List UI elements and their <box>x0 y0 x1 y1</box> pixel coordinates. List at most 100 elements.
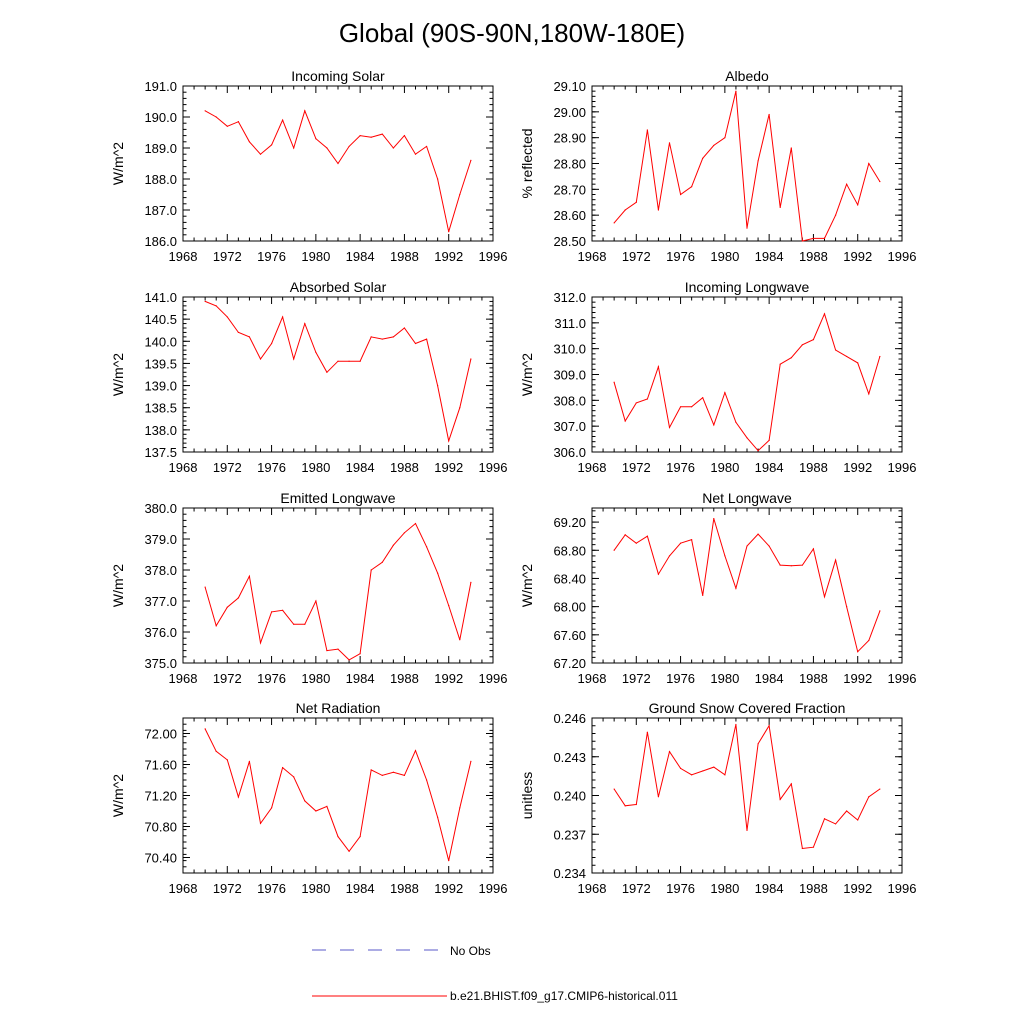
y-tick-label: 377.0 <box>144 594 177 609</box>
data-point <box>879 180 881 183</box>
x-tick-label: 1980 <box>710 881 739 896</box>
y-tick-label: 70.40 <box>144 851 177 866</box>
data-point <box>724 774 726 776</box>
data-point <box>823 313 826 315</box>
data-point <box>879 355 881 358</box>
legend-label-obs: No Obs <box>450 944 491 958</box>
data-point <box>237 121 239 123</box>
y-tick-label: 140.5 <box>144 312 177 327</box>
data-point <box>414 342 417 345</box>
data-point <box>337 835 339 838</box>
data-point <box>702 157 704 159</box>
data-point <box>459 407 461 409</box>
data-point <box>635 402 637 404</box>
x-tick-label: 1988 <box>390 881 419 896</box>
data-point <box>735 723 737 726</box>
data-point <box>801 344 803 346</box>
x-tick-label: 1988 <box>390 671 419 686</box>
x-tick-label: 1996 <box>479 249 508 264</box>
data-point <box>270 611 273 613</box>
x-tick-label: 1984 <box>346 460 375 475</box>
data-point <box>613 788 615 790</box>
x-tick-label: 1992 <box>843 249 872 264</box>
x-tick-label: 1972 <box>213 460 242 475</box>
y-tick-label: 28.80 <box>553 157 586 172</box>
series-line-b-e21-bhist-f09-g17-cmip6-historical-011 <box>613 91 881 242</box>
data-point <box>713 517 715 520</box>
series-line-b-e21-bhist-f09-g17-cmip6-historical-011 <box>204 300 472 443</box>
data-point <box>768 725 770 727</box>
data-point <box>315 810 317 812</box>
x-tick-label: 1996 <box>479 881 508 896</box>
x-tick-label: 1976 <box>666 881 695 896</box>
data-point <box>448 605 450 607</box>
data-point <box>679 767 682 769</box>
y-tick-label: 29.00 <box>553 105 586 120</box>
data-point <box>348 360 350 362</box>
x-tick-label: 1980 <box>710 671 739 686</box>
data-point <box>304 800 306 802</box>
data-point <box>403 532 406 534</box>
data-point <box>437 572 439 574</box>
x-tick-label: 1992 <box>434 881 463 896</box>
data-point <box>679 542 682 544</box>
data-point <box>370 569 372 571</box>
y-tick-label: 69.20 <box>553 515 586 530</box>
data-point <box>635 201 637 203</box>
data-point <box>414 749 417 752</box>
y-tick-label: 189.0 <box>144 141 177 156</box>
x-tick-label: 1968 <box>578 671 607 686</box>
data-point <box>326 650 328 652</box>
data-point <box>381 774 383 776</box>
y-tick-label: 310.0 <box>553 342 586 357</box>
data-point <box>304 110 306 112</box>
data-point <box>381 338 383 340</box>
data-point <box>270 144 273 146</box>
panel-absorbed-solar: Absorbed Solar W/m^2 1968 1972 1976 1980 1984 1… <box>110 279 507 475</box>
data-point <box>237 796 239 798</box>
data-point <box>735 421 737 423</box>
data-point <box>691 406 693 408</box>
y-tick-label: 188.0 <box>144 172 177 187</box>
data-point <box>248 575 251 577</box>
data-point <box>226 606 228 608</box>
y-tick-label: 28.60 <box>553 208 586 223</box>
data-point <box>746 227 748 229</box>
data-point <box>790 147 792 149</box>
data-point <box>215 305 217 307</box>
y-tick-label: 311.0 <box>554 316 586 331</box>
x-tick-label: 1980 <box>710 249 739 264</box>
data-point <box>657 573 660 575</box>
data-point <box>248 336 251 338</box>
data-point <box>215 625 217 627</box>
x-tick-label: 1976 <box>666 249 695 264</box>
x-tick-label: 1988 <box>799 671 828 686</box>
data-point <box>248 760 251 763</box>
panel-title: Net Radiation <box>296 700 381 716</box>
panel-incoming-longwave: Incoming Longwave W/m^2 1968 1972 1976 1980 19… <box>519 279 916 475</box>
panel-title: Ground Snow Covered Fraction <box>649 700 846 716</box>
data-point <box>348 850 350 852</box>
data-point <box>359 653 361 655</box>
data-point <box>204 300 206 303</box>
data-point <box>724 137 726 139</box>
data-point <box>282 316 284 318</box>
x-tick-label: 1976 <box>257 460 286 475</box>
data-point <box>668 555 671 557</box>
y-tick-label: 306.0 <box>553 445 586 460</box>
x-tick-label: 1992 <box>434 671 463 686</box>
data-point <box>691 539 693 541</box>
x-tick-label: 1972 <box>622 671 651 686</box>
x-tick-label: 1972 <box>213 671 242 686</box>
data-point <box>812 548 815 550</box>
data-point <box>879 610 881 612</box>
x-tick-label: 1988 <box>799 249 828 264</box>
x-tick-label: 1996 <box>888 881 917 896</box>
x-tick-label: 1984 <box>346 671 375 686</box>
panel-title: Emitted Longwave <box>280 490 395 506</box>
data-point <box>635 803 637 806</box>
data-point <box>757 743 759 745</box>
x-tick-label: 1976 <box>666 460 695 475</box>
data-point <box>470 581 472 584</box>
